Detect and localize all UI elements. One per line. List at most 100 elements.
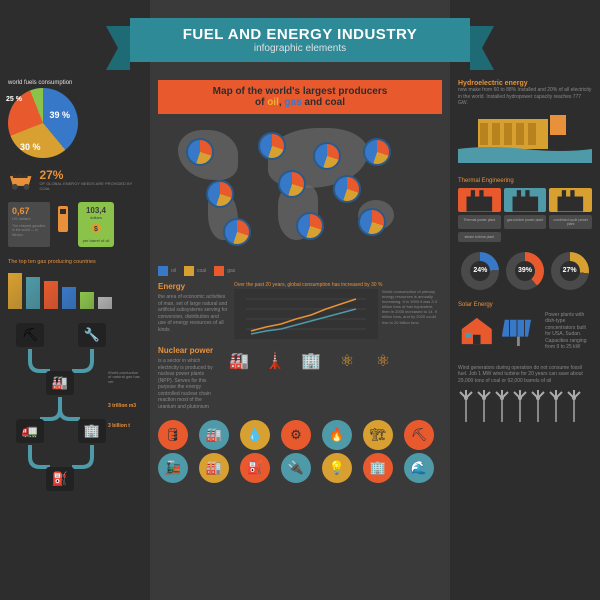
map-pie [358, 208, 386, 236]
grid-icon: 🔌 [281, 453, 311, 483]
bar-item [26, 277, 40, 309]
turbine-icon [530, 390, 546, 422]
solar-panel-icon [502, 313, 540, 349]
flow-stat-1: 3 trillion m3 [108, 403, 136, 409]
donut-chart: 27% [551, 252, 589, 290]
legend-item: coal [184, 266, 206, 276]
pie-pct-39: 39 % [49, 110, 70, 120]
donut-chart: 39% [506, 252, 544, 290]
map-legend: oilcoalgas [158, 266, 442, 276]
map-pie [223, 218, 251, 246]
map-pie [333, 175, 361, 203]
icon-grid: 🛢🏭💧⚙🔥🏗⛏🚂🏭⛽🔌💡🏢🌊 [158, 420, 442, 483]
hydro-text: now make from 60 to 88% Installed and 20… [458, 87, 592, 107]
line-chart [234, 289, 378, 339]
wind-section: Wind generators during operation do not … [458, 365, 592, 423]
coal-text: OF GLOBAL ENERGY NEEDS ARE PROVIDED BY C… [39, 182, 142, 192]
bar-item [80, 292, 94, 309]
right-column: Hydroelectric energy now make from 60 to… [450, 0, 600, 600]
towers-icon: 🗼 [260, 347, 290, 375]
energy-label: Energy [158, 282, 228, 291]
pump-icon [54, 202, 74, 236]
coal-percent: 27% [39, 168, 142, 182]
pie-pct-30: 30 % [20, 142, 41, 152]
map-pie [313, 142, 341, 170]
gas-price-box: 0,67 US dollars The chepest gasoline in … [8, 202, 142, 247]
left-column: world fuels consumption 39 % 30 % 25 % 2… [0, 0, 150, 600]
grid-icon: 💧 [240, 420, 270, 450]
thermal-label: Thermal power plant [458, 215, 501, 229]
atom-icon: ⚛ [332, 347, 362, 375]
flow-node: ⛏ [16, 323, 44, 347]
dollar-icon: $ [88, 223, 104, 233]
nuclear-section: Nuclear power is a sector in which elect… [158, 347, 442, 411]
turbine-icon [458, 390, 474, 422]
plant-icon: 🏢 [296, 347, 326, 375]
grid-icon: 🌊 [404, 453, 434, 483]
thermal-labels-2: steam turbine plant [458, 232, 592, 242]
thermal-box [458, 188, 501, 212]
solar-section: Power plants with dish-type concentrator… [458, 312, 592, 351]
coal-cart-icon [8, 170, 33, 190]
flow-stat-2: 3 billion t [108, 423, 130, 429]
flow-diagram: World production of natural gas has ver … [8, 323, 142, 493]
flow-node: 🔧 [78, 323, 106, 347]
grid-icon: ⚙ [281, 420, 311, 450]
thermal-label: steam turbine plant [458, 232, 501, 242]
map-pie [296, 212, 324, 240]
flow-node: 🏢 [78, 419, 106, 443]
flow-node: ⛽ [46, 467, 74, 491]
grid-icon: 🏭 [199, 453, 229, 483]
solar-text: Power plants with dish-type concentrator… [545, 312, 592, 351]
grid-icon: ⛏ [404, 420, 434, 450]
energy-text: the area of economic activities of man, … [158, 294, 228, 333]
bar-item [98, 297, 112, 309]
map-pie [258, 132, 286, 160]
bar-item [8, 273, 22, 309]
bars-title: The top ten gas producing countries [8, 259, 142, 265]
solar-title: Solar Energy [458, 302, 592, 308]
thermal-label: combined cycle power plant [549, 215, 592, 229]
atom2-icon: ⚛ [368, 347, 398, 375]
dam-icon [458, 111, 592, 163]
coal-stat: 27% OF GLOBAL ENERGY NEEDS ARE PROVIDED … [8, 168, 142, 192]
gas-note: The chepest gasoline in the world — in M… [12, 224, 46, 238]
center-column: Map of the world's largest producers of … [150, 0, 450, 600]
thermal-icons [458, 188, 592, 212]
map-pie [363, 138, 391, 166]
flow-node: 🏭 [46, 371, 74, 395]
factory-icon: 🏭 [224, 347, 254, 375]
grid-icon: 🔥 [322, 420, 352, 450]
hydro-title: Hydroelectric energy [458, 80, 592, 87]
pie-pct-25: 25 % [6, 96, 22, 103]
map-header: Map of the world's largest producers of … [158, 80, 442, 114]
thermal-title: Thermal Engineering [458, 178, 592, 184]
grid-icon: 💡 [322, 453, 352, 483]
grid-icon: ⛽ [240, 453, 270, 483]
nuclear-label: Nuclear power [158, 347, 218, 356]
world-map [158, 120, 442, 260]
consumption-pie: 39 % 30 % 25 % [8, 88, 78, 158]
flow-node: 🚛 [16, 419, 44, 443]
map-title: Map of the world's largest producers of … [164, 86, 436, 108]
donut-chart: 24% [461, 252, 499, 290]
wind-turbines [458, 390, 592, 422]
grid-icon: 🛢 [158, 420, 188, 450]
map-pie [278, 170, 306, 198]
turbine-icon [566, 390, 582, 422]
subtitle: infographic elements [160, 43, 440, 54]
house-icon [458, 313, 496, 349]
energy-section: Energy the area of economic activities o… [158, 282, 442, 339]
flow-text-1: World production of natural gas has ver [108, 371, 142, 385]
thermal-labels: Thermal power plantgas turbine power pla… [458, 215, 592, 229]
bar-item [44, 281, 58, 309]
turbine-icon [494, 390, 510, 422]
grid-icon: 🏭 [199, 420, 229, 450]
turbine-icon [476, 390, 492, 422]
wind-text: Wind generators during operation do not … [458, 365, 592, 385]
turbine-icon [548, 390, 564, 422]
svg-text:$: $ [94, 226, 98, 233]
map-pie [186, 138, 214, 166]
main-title: FUEL AND ENERGY INDUSTRY [160, 26, 440, 43]
nuclear-text: is a sector in which electricity is prod… [158, 358, 218, 410]
